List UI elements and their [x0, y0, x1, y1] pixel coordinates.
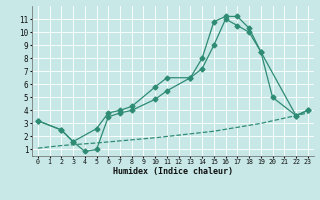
X-axis label: Humidex (Indice chaleur): Humidex (Indice chaleur)	[113, 167, 233, 176]
